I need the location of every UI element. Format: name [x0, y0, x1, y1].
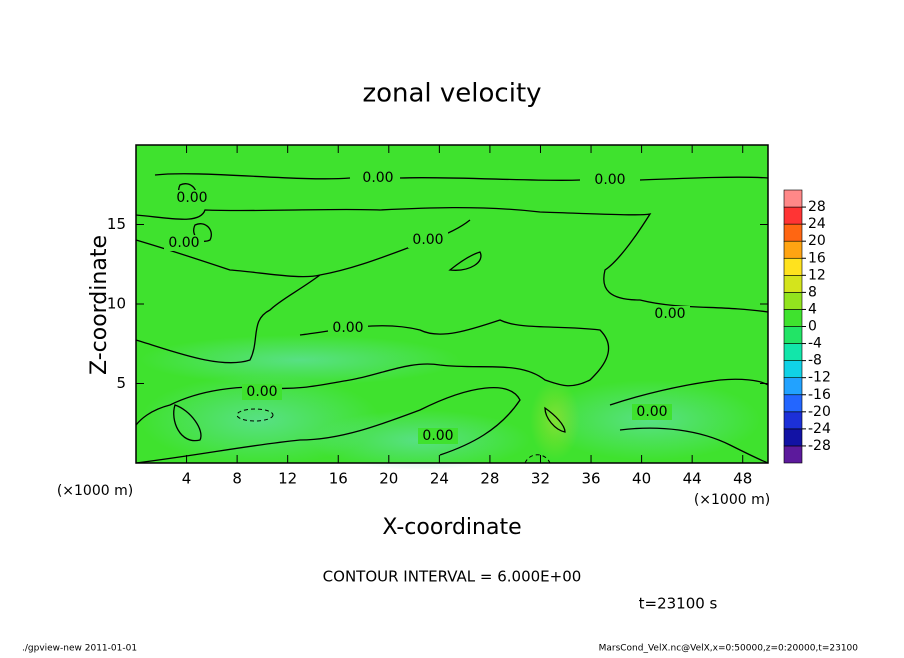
- colorbar-box: [783, 292, 803, 310]
- x-unit: (×1000 m): [694, 492, 770, 508]
- contour-label: 0.00: [362, 170, 393, 186]
- contour-label-bg: [358, 170, 398, 186]
- colorbar-label: -24: [808, 421, 831, 437]
- contour-label-bg: [590, 172, 630, 188]
- x-tick-label: 44: [683, 470, 702, 488]
- colorbar-label: 4: [808, 301, 817, 317]
- y-tick-label: 15: [107, 215, 126, 233]
- footer-right: MarsCond_VelX.nc@VelX,x=0:50000,z=0:2000…: [599, 644, 859, 654]
- contour-label: 0.00: [636, 404, 667, 420]
- contour-label-bg: [164, 235, 204, 251]
- x-tick-label: 16: [329, 470, 348, 488]
- contour-line: [154, 173, 769, 182]
- colorbar-box: [783, 223, 803, 242]
- colorbar-label: -28: [808, 438, 831, 454]
- contour-line: [135, 387, 521, 464]
- contour-label: 0.00: [412, 232, 443, 248]
- contour-line-negative: [524, 454, 551, 464]
- colorbar-box: [783, 257, 803, 276]
- x-tick-label: 24: [430, 470, 449, 488]
- contour-label: 0.00: [176, 190, 207, 206]
- footer-left: ./gpview-new 2011-01-01: [22, 644, 137, 654]
- colorbar-label: -12: [808, 370, 831, 386]
- contour-label: 0.00: [168, 235, 199, 251]
- y-axis-label: Z-coordinate: [87, 235, 112, 375]
- x-tick-label: 12: [278, 470, 297, 488]
- colorbar-box: [783, 240, 803, 259]
- x-tick-label: 40: [632, 470, 651, 488]
- colorbar-label: -20: [808, 404, 831, 420]
- chart-title: zonal velocity: [362, 79, 541, 109]
- x-tick-label: 4: [182, 470, 192, 488]
- time-label: t=23100 s: [639, 595, 718, 613]
- colorbar-box: [783, 394, 803, 413]
- contour-field: [135, 145, 769, 470]
- contour-label-bg: [632, 404, 672, 420]
- contour-interval: CONTOUR INTERVAL = 6.000E+00: [323, 568, 582, 586]
- colorbar-label: -8: [808, 353, 822, 369]
- colorbar-box: [783, 206, 803, 225]
- x-tick-label: 32: [531, 470, 550, 488]
- contour-label: 0.00: [594, 172, 625, 188]
- colorbar-box: [783, 343, 803, 361]
- x-tick-label: 48: [733, 470, 752, 488]
- contour-label: 0.00: [246, 384, 277, 400]
- colorbar-box: [783, 189, 803, 208]
- x-tick-label: 8: [232, 470, 242, 488]
- contour-label-bg: [650, 306, 690, 322]
- colorbar-box: [783, 428, 803, 447]
- colorbar-box: [783, 377, 803, 396]
- contour-label-bg: [328, 320, 368, 336]
- colorbar-box: [783, 275, 803, 293]
- contour-label: 0.00: [654, 306, 685, 322]
- contour-label-bg: [408, 232, 448, 248]
- colorbar-box: [783, 360, 803, 378]
- contour-label-bg: [242, 384, 282, 400]
- contour-label: 0.00: [422, 428, 453, 444]
- contour-line: [544, 406, 566, 433]
- field-shade: [140, 335, 460, 385]
- x-tick-label: 36: [581, 470, 600, 488]
- colorbar-label: 24: [808, 216, 826, 232]
- colorbar-label: 12: [808, 267, 826, 283]
- colorbar-box: [783, 309, 803, 327]
- colorbar-box: [783, 445, 803, 464]
- colorbar-box: [783, 411, 803, 430]
- field-shade: [530, 380, 580, 460]
- contour-line: [609, 378, 769, 464]
- colorbar-label: 8: [808, 284, 817, 300]
- contour-line: [135, 206, 769, 313]
- x-tick-label: 28: [480, 470, 499, 488]
- colorbar-label: 20: [808, 233, 826, 249]
- contour-line: [135, 239, 321, 364]
- contour-line-negative: [236, 408, 274, 422]
- y-tick-label: 5: [116, 374, 126, 392]
- colorbar-label: 28: [808, 199, 826, 215]
- colorbar-label: 16: [808, 250, 826, 266]
- y-tick-label: 10: [107, 295, 126, 313]
- x-axis-label: X-coordinate: [382, 515, 521, 540]
- colorbar-label: -16: [808, 387, 831, 403]
- contour-line: [448, 251, 482, 271]
- contour-label-bg: [172, 190, 212, 206]
- colorbar-label: 0: [808, 319, 817, 335]
- colorbar-label: -4: [808, 336, 822, 352]
- x-tick-label: 20: [379, 470, 398, 488]
- colorbar-box: [783, 326, 803, 344]
- contour-line: [173, 404, 202, 442]
- y-unit: (×1000 m): [57, 483, 133, 499]
- contour-label-bg: [418, 428, 458, 444]
- contour-label: 0.00: [332, 320, 363, 336]
